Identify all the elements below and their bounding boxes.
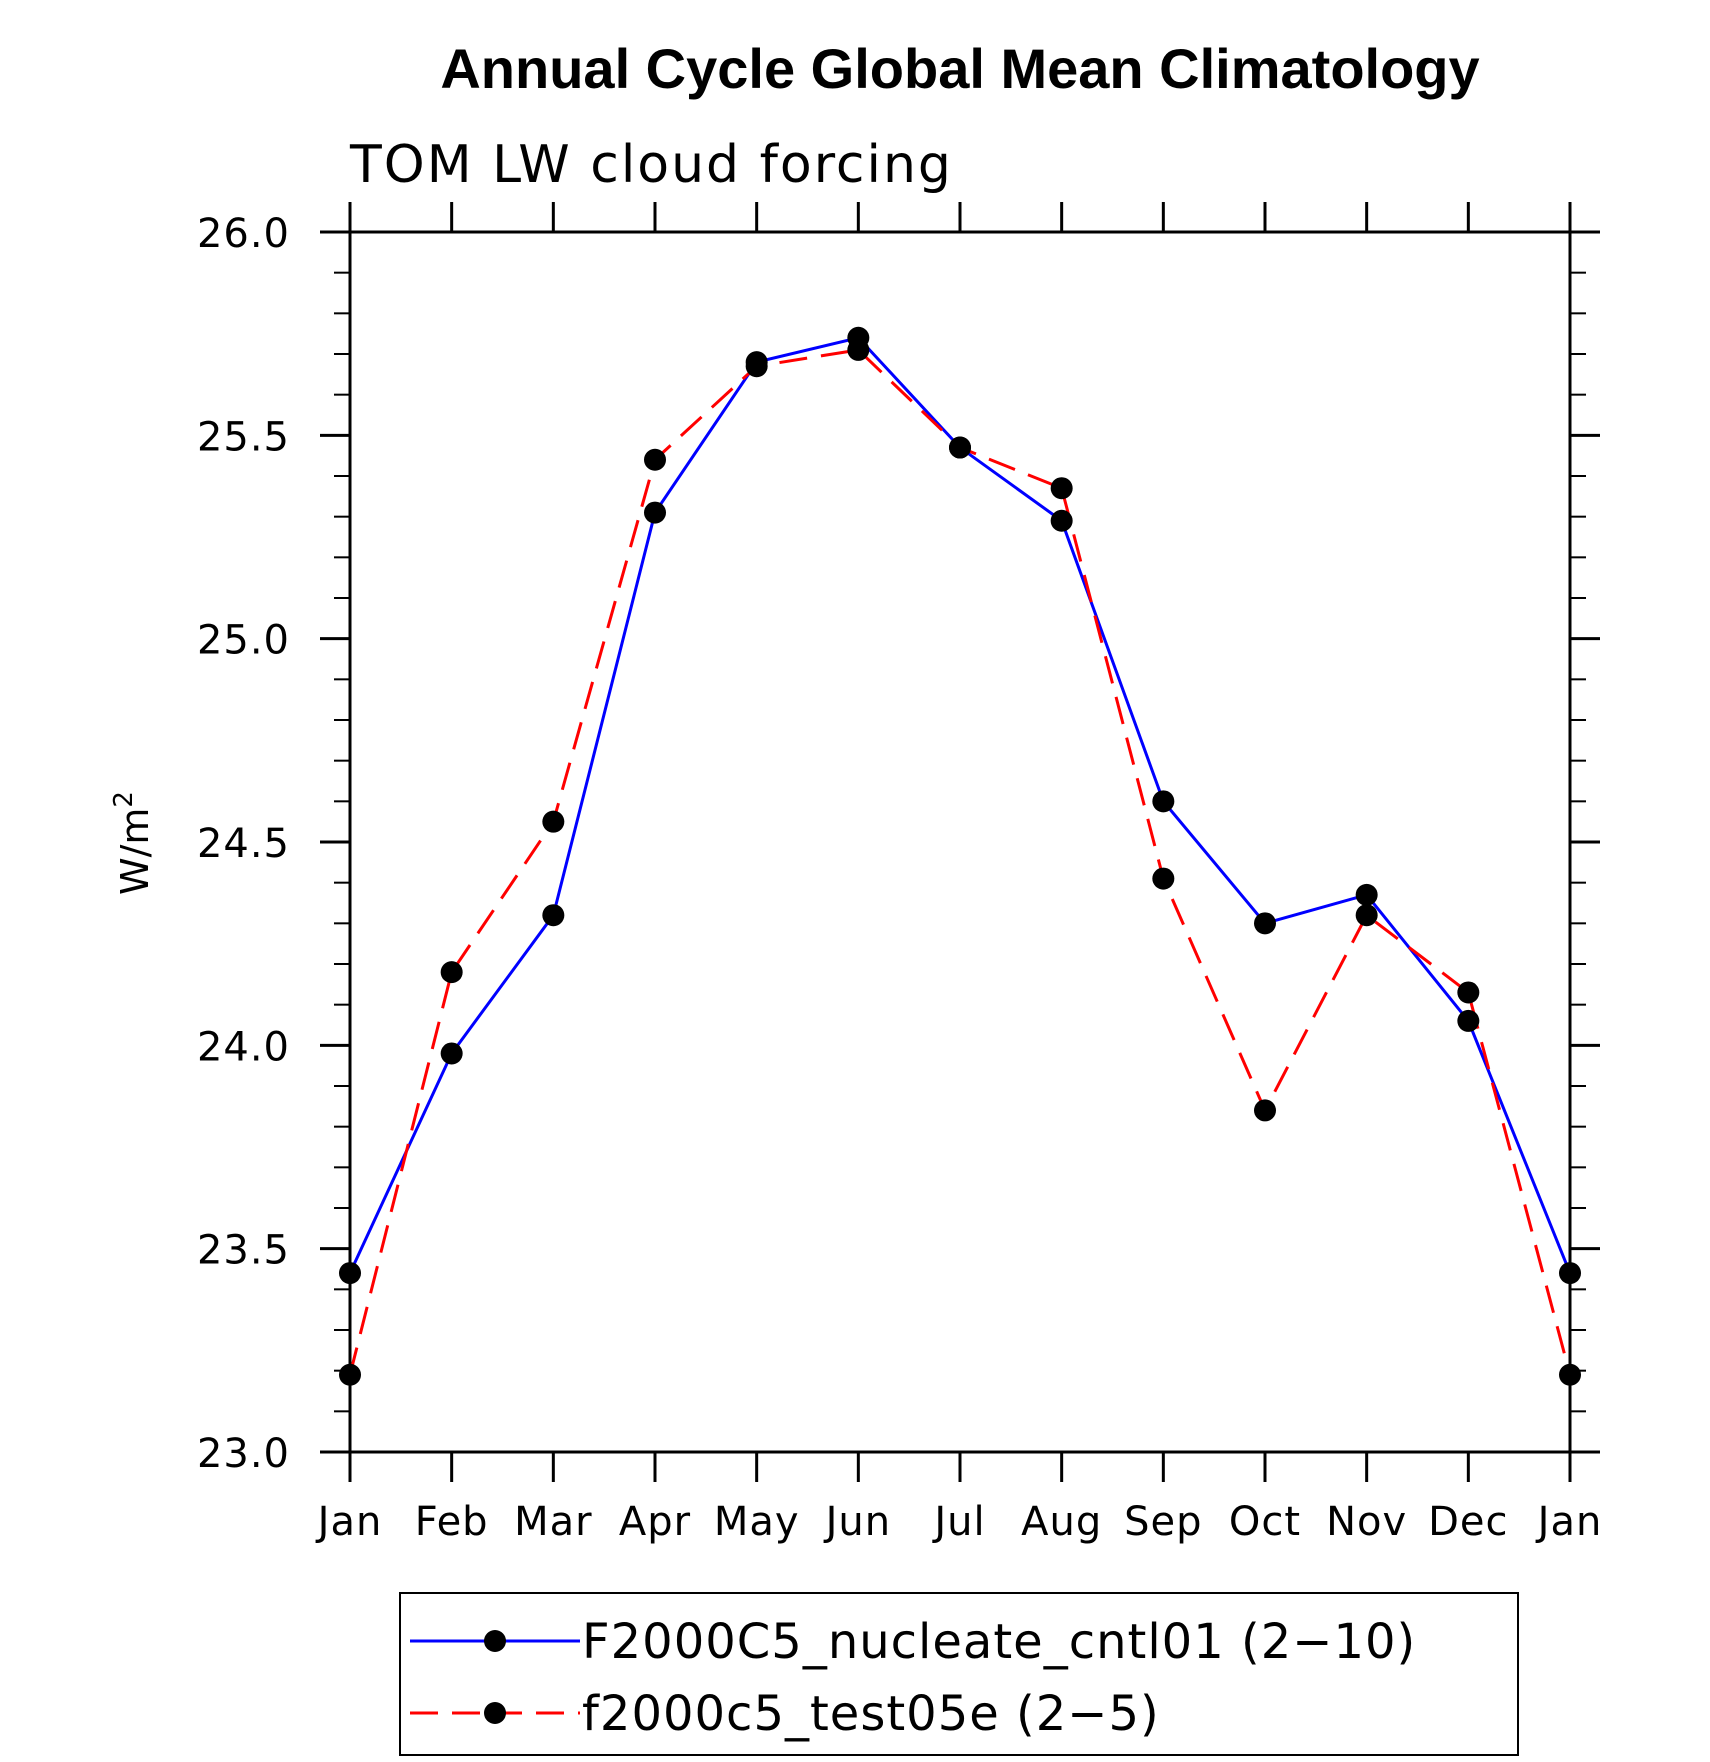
x-tick-label: Mar [514, 1499, 592, 1545]
y-tick-label: 24.0 [197, 1024, 290, 1070]
data-point-series-2 [440, 961, 463, 984]
data-point-series-2 [1050, 477, 1073, 500]
data-point-series-2 [745, 355, 768, 378]
data-point-series-1 [1355, 883, 1378, 906]
x-tick-label: Jun [823, 1499, 892, 1545]
data-point-series-2 [949, 436, 971, 459]
data-point-series-2 [339, 1363, 361, 1386]
series-line-1 [348, 336, 1572, 1274]
x-tick-label: Dec [1428, 1499, 1508, 1545]
series-line-2 [348, 348, 1572, 1376]
data-point-series-1 [1254, 912, 1276, 935]
x-tick-label: Jul [931, 1499, 985, 1545]
legend-marker-2 [484, 1702, 506, 1724]
x-tick-label: Oct [1229, 1499, 1301, 1545]
data-point-series-1 [1050, 509, 1073, 532]
data-point-series-1 [1457, 1009, 1480, 1032]
markers-layer [339, 326, 1581, 1386]
y-tick-label: 23.0 [197, 1431, 290, 1477]
y-tick-label: 23.5 [197, 1228, 290, 1274]
data-point-series-2 [1355, 904, 1378, 927]
legend-marker-1 [484, 1630, 506, 1652]
series-layer [348, 336, 1572, 1376]
y-tick-label: 26.0 [197, 211, 290, 257]
x-tick-label: Nov [1326, 1499, 1407, 1545]
data-point-series-2 [1254, 1099, 1276, 1122]
data-point-series-1 [440, 1042, 463, 1065]
legend-box [399, 1592, 1519, 1756]
data-point-series-2 [542, 810, 565, 833]
x-tick-label: Jan [1535, 1499, 1603, 1545]
x-tick-label: Jan [315, 1499, 383, 1545]
legend-label-2: f2000c5_test05e (2−5) [582, 1686, 1160, 1742]
data-point-series-2 [644, 448, 666, 471]
x-tick-label: Apr [619, 1499, 691, 1545]
plot-frame [348, 230, 1572, 1454]
x-tick-label: Feb [415, 1499, 489, 1545]
y-tick-label: 24.5 [197, 821, 290, 867]
plot-axes: Jan Feb Mar Apr May Jun Jul Aug Sep Oct Nov Dec Jan 2… [197, 202, 1603, 1545]
data-point-series-2 [1457, 981, 1480, 1004]
chart-subtitle: TOM LW cloud forcing [349, 135, 953, 195]
data-point-series-1 [542, 904, 565, 927]
y-axis-label: W/m2 [109, 791, 157, 895]
chart-title: Annual Cycle Global Mean Climatology [440, 37, 1479, 100]
data-point-series-1 [1559, 1262, 1581, 1285]
x-tick-label: Aug [1021, 1499, 1102, 1545]
data-point-series-1 [339, 1262, 361, 1285]
data-point-series-2 [847, 338, 870, 361]
x-tick-label: May [714, 1499, 800, 1545]
y-tick-label: 25.0 [197, 618, 290, 664]
y-axis-label-superscript: 2 [109, 791, 139, 808]
y-axis-label-base: W/m [113, 808, 157, 895]
data-point-series-1 [644, 501, 666, 524]
x-tick-label: Sep [1124, 1499, 1202, 1545]
data-point-series-2 [1152, 867, 1175, 890]
data-point-series-1 [1152, 790, 1175, 813]
data-point-series-2 [1559, 1363, 1581, 1386]
legend: F2000C5_nucleate_cntl01 (2−10) f2000c5_te… [410, 1614, 1416, 1742]
legend-label-1: F2000C5_nucleate_cntl01 (2−10) [582, 1614, 1416, 1670]
y-tick-label: 25.5 [197, 414, 290, 460]
